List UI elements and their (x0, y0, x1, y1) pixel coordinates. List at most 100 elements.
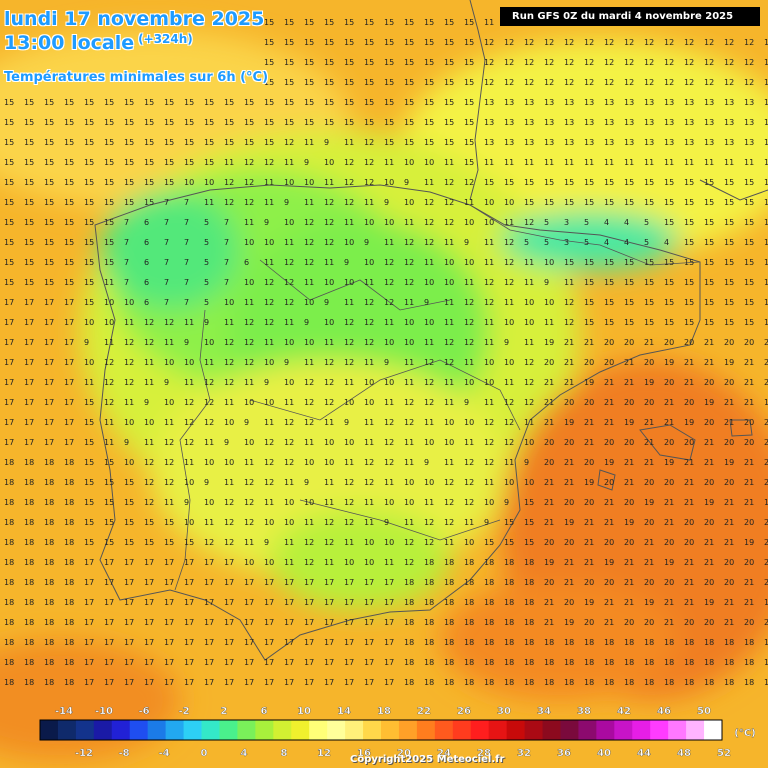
grid-value: 12 (444, 518, 454, 527)
grid-value: 21 (684, 478, 694, 487)
grid-value: 20 (584, 578, 594, 587)
grid-value: 11 (264, 258, 274, 267)
grid-value: 19 (664, 458, 674, 467)
grid-value: 7 (124, 218, 129, 227)
grid-value: 18 (24, 678, 34, 687)
legend-bottom-label: 8 (281, 748, 288, 759)
grid-value: 17 (4, 438, 14, 447)
grid-value: 12 (424, 218, 434, 227)
grid-value: 17 (164, 658, 174, 667)
grid-value: 12 (644, 78, 654, 87)
grid-value: 17 (204, 598, 214, 607)
grid-value: 21 (684, 578, 694, 587)
grid-value: 21 (664, 618, 674, 627)
grid-value: 9 (504, 338, 509, 347)
grid-value: 18 (64, 618, 74, 627)
grid-value: 11 (524, 278, 534, 287)
grid-value: 10 (444, 278, 454, 287)
grid-value: 11 (424, 418, 434, 427)
grid-value: 12 (144, 318, 154, 327)
grid-value: 15 (384, 118, 394, 127)
grid-value: 11 (124, 318, 134, 327)
grid-value: 18 (604, 638, 614, 647)
grid-value: 21 (684, 378, 694, 387)
legend-swatch (614, 720, 633, 740)
grid-value: 15 (764, 278, 768, 287)
grid-value: 15 (264, 58, 274, 67)
grid-value: 15 (84, 298, 94, 307)
grid-value: 15 (304, 118, 314, 127)
grid-value: 19 (684, 418, 694, 427)
grid-value: 6 (244, 258, 249, 267)
grid-value: 12 (764, 78, 768, 87)
grid-value: 15 (144, 538, 154, 547)
grid-value: 15 (204, 118, 214, 127)
grid-value: 13 (504, 118, 514, 127)
grid-value: 11 (124, 398, 134, 407)
grid-value: 15 (624, 258, 634, 267)
grid-value: 13 (664, 98, 674, 107)
grid-value: 9 (424, 458, 429, 467)
grid-value: 9 (144, 398, 149, 407)
grid-value: 11 (384, 158, 394, 167)
time-label: 13:00 locale (4, 32, 135, 54)
grid-value: 12 (304, 218, 314, 227)
grid-value: 12 (364, 338, 374, 347)
grid-value: 15 (84, 518, 94, 527)
grid-value: 9 (264, 378, 269, 387)
grid-value: 15 (424, 18, 434, 27)
grid-value: 12 (304, 398, 314, 407)
grid-value: 17 (364, 678, 374, 687)
grid-value: 10 (364, 218, 374, 227)
grid-value: 18 (504, 678, 514, 687)
grid-value: 18 (604, 678, 614, 687)
grid-value: 18 (4, 618, 14, 627)
grid-value: 17 (304, 678, 314, 687)
grid-value: 15 (464, 18, 474, 27)
grid-value: 20 (764, 518, 768, 527)
grid-value: 21 (564, 578, 574, 587)
grid-value: 20 (564, 438, 574, 447)
grid-value: 17 (324, 658, 334, 667)
grid-value: 17 (344, 598, 354, 607)
grid-value: 17 (184, 638, 194, 647)
grid-value: 10 (464, 218, 474, 227)
grid-value: 11 (304, 198, 314, 207)
grid-value: 15 (664, 278, 674, 287)
grid-value: 11 (304, 138, 314, 147)
grid-value: 12 (104, 358, 114, 367)
grid-value: 10 (464, 418, 474, 427)
grid-value: 18 (24, 658, 34, 667)
grid-value: 12 (504, 278, 514, 287)
grid-value: 12 (304, 378, 314, 387)
grid-value: 12 (344, 478, 354, 487)
grid-value: 21 (704, 438, 714, 447)
grid-value: 10 (404, 158, 414, 167)
grid-value: 15 (84, 278, 94, 287)
grid-value: 15 (444, 98, 454, 107)
grid-value: 7 (124, 238, 129, 247)
grid-value: 15 (84, 258, 94, 267)
legend-bottom-label: 16 (357, 748, 371, 759)
grid-value: 15 (244, 98, 254, 107)
grid-value: 9 (324, 298, 329, 307)
grid-value: 17 (64, 398, 74, 407)
grid-value: 15 (84, 498, 94, 507)
grid-value: 15 (744, 178, 754, 187)
grid-value: 21 (604, 378, 614, 387)
grid-value: 13 (764, 98, 768, 107)
grid-value: 21 (544, 498, 554, 507)
grid-value: 13 (704, 118, 714, 127)
grid-value: 11 (444, 458, 454, 467)
grid-value: 12 (444, 358, 454, 367)
grid-value: 10 (284, 378, 294, 387)
grid-value: 10 (224, 418, 234, 427)
grid-value: 19 (584, 378, 594, 387)
grid-value: 15 (104, 458, 114, 467)
grid-value: 13 (524, 118, 534, 127)
grid-value: 18 (444, 558, 454, 567)
grid-value: 10 (204, 458, 214, 467)
grid-value: 15 (184, 98, 194, 107)
grid-value: 18 (504, 658, 514, 667)
grid-value: 20 (664, 538, 674, 547)
